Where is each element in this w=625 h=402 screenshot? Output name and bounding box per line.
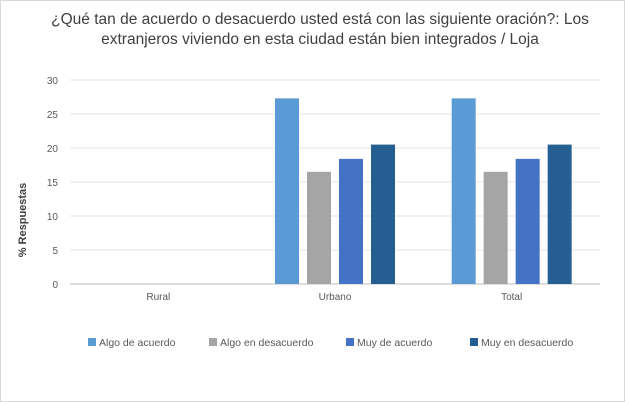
legend-swatch [209, 338, 217, 346]
gridlines [70, 79, 600, 285]
chart-title: ¿Qué tan de acuerdo o desacuerdo usted e… [40, 10, 600, 50]
x-tick-label: Rural [146, 292, 170, 303]
legend-item: Muy en desacuerdo [470, 337, 573, 349]
y-tick-label: 5 [52, 246, 58, 257]
bars [275, 98, 572, 284]
bar [307, 171, 331, 284]
legend-item: Muy de acuerdo [346, 337, 432, 349]
y-tick-label: 0 [52, 280, 58, 291]
legend-label: Algo en desacuerdo [220, 337, 314, 349]
y-axis-label: % Respuestas [17, 183, 29, 258]
x-axis-ticks: Rural Urbano Total [146, 292, 522, 303]
y-tick-label: 30 [47, 76, 59, 87]
bar [451, 98, 476, 284]
chart-title-line-1: ¿Qué tan de acuerdo o desacuerdo usted e… [51, 11, 589, 28]
legend-label: Algo de acuerdo [99, 337, 176, 349]
x-tick-label: Total [501, 292, 522, 303]
y-tick-label: 15 [47, 178, 59, 189]
bar [483, 171, 508, 284]
bar [515, 158, 540, 284]
legend-label: Muy en desacuerdo [481, 337, 573, 349]
x-tick-label: Urbano [319, 292, 352, 303]
y-tick-label: 20 [47, 144, 59, 155]
y-tick-label: 25 [47, 110, 59, 121]
legend-swatch [88, 338, 96, 346]
y-axis-ticks: 0 5 10 15 20 25 30 [47, 76, 59, 291]
legend-swatch [346, 338, 354, 346]
y-tick-label: 10 [47, 212, 59, 223]
legend-swatch [470, 338, 478, 346]
bar [339, 158, 363, 284]
chart-title-line-2: extranjeros viviendo en esta ciudad está… [101, 31, 539, 48]
legend: Algo de acuerdo Algo en desacuerdo Muy de … [88, 337, 573, 349]
bar [547, 144, 572, 284]
legend-item: Algo de acuerdo [88, 337, 176, 349]
bar [275, 98, 299, 284]
legend-item: Algo en desacuerdo [209, 337, 314, 349]
legend-label: Muy de acuerdo [357, 337, 432, 349]
bar [371, 144, 395, 284]
